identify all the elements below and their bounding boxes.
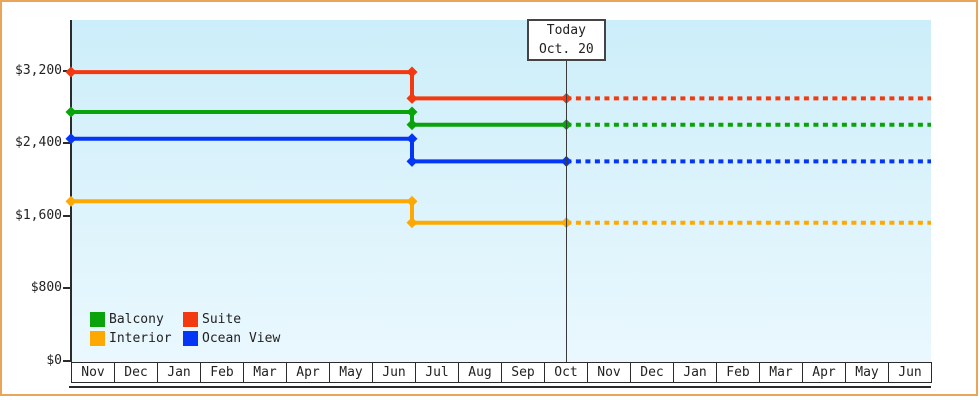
x-axis-month-cell: Sep [501,363,544,382]
x-axis-baseline [69,386,931,388]
data-point-marker [65,106,77,118]
y-tick-mark [63,360,71,362]
data-point-marker [406,217,418,229]
legend-label: Balcony [109,312,164,327]
series-line-balcony [65,106,931,131]
x-axis-month-cell: Feb [716,363,759,382]
x-axis-month-cell: Jul [415,363,458,382]
x-axis-month-cell: May [329,363,372,382]
today-vertical-line [565,61,567,363]
data-point-marker [406,106,418,118]
legend-swatch [90,312,105,327]
plot-area [72,20,931,363]
x-axis-month-cell: Jan [157,363,200,382]
x-axis-month-cell: Oct [544,363,587,382]
y-tick-label: $1,600 [15,207,62,223]
legend-item-interior: Interior [90,331,183,346]
x-axis-month-cell: Nov [71,363,114,382]
today-label: Today [546,23,586,38]
today-marker-box: Today Oct. 20 [526,19,606,61]
legend-swatch [183,312,198,327]
y-tick-label: $0 [46,353,62,368]
x-axis-month-cell: Apr [286,363,329,382]
legend-label: Ocean View [202,331,281,346]
y-tick-mark [63,287,71,290]
data-point-marker [406,133,418,145]
legend-item-suite: Suite [183,312,280,327]
x-axis-month-cell: Jun [888,363,931,382]
data-point-marker [65,195,77,207]
today-date: Oct. 20 [538,42,594,57]
y-tick-mark [63,214,71,217]
series-line-interior [65,195,931,229]
legend-label: Interior [109,331,172,346]
x-axis-month-cell: Aug [458,363,501,382]
x-axis-month-cell: Dec [630,363,673,382]
series-line-suite [65,66,931,104]
x-axis-month-cell: Mar [759,363,802,382]
y-axis [70,20,72,362]
y-tick-label: $3,200 [15,62,62,78]
data-point-marker [406,92,418,104]
legend-swatch [183,331,198,346]
y-tick-label: $2,400 [15,135,62,151]
data-point-marker [406,119,418,131]
y-tick-mark [63,142,71,145]
x-axis-month-cell: Nov [587,363,630,382]
legend: Balcony Suite Interior Ocean View [90,312,280,346]
y-tick-label: $800 [30,280,62,296]
data-point-marker [406,195,418,207]
legend-item-balcony: Balcony [90,312,183,327]
x-axis-month-cell: Feb [200,363,243,382]
data-point-marker [65,66,77,78]
legend-label: Suite [202,312,242,327]
x-axis-month-cell: Dec [114,363,157,382]
x-axis-month-cell: Apr [802,363,845,382]
legend-item-ocean-view: Ocean View [183,331,280,346]
series-line-ocean-view [65,133,931,167]
x-axis-month-row: Nov Dec Jan Feb Mar Apr May Jun Jul Aug Sep Oct Nov D… [71,362,932,383]
data-point-marker [406,155,418,167]
data-point-marker [65,133,77,145]
x-axis-month-cell: Jan [673,363,716,382]
x-axis-month-cell: Mar [243,363,286,382]
x-axis-month-cell: Jun [372,363,415,382]
legend-swatch [90,331,105,346]
x-axis-month-cell: May [845,363,888,382]
data-point-marker [406,66,418,78]
